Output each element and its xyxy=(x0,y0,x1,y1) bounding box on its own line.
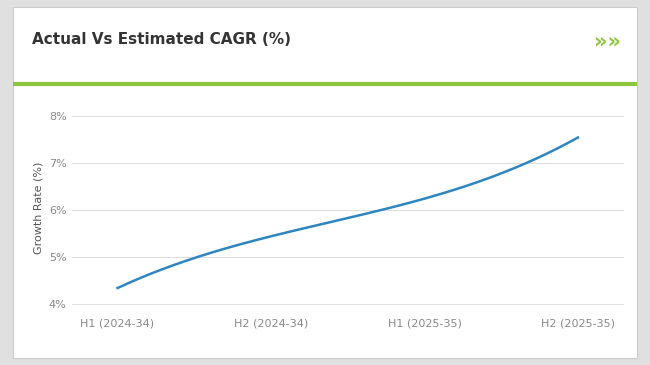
Y-axis label: Growth Rate (%): Growth Rate (%) xyxy=(33,162,44,254)
FancyBboxPatch shape xyxy=(13,7,637,358)
Text: »»: »» xyxy=(594,32,621,52)
Text: Actual Vs Estimated CAGR (%): Actual Vs Estimated CAGR (%) xyxy=(32,32,291,47)
